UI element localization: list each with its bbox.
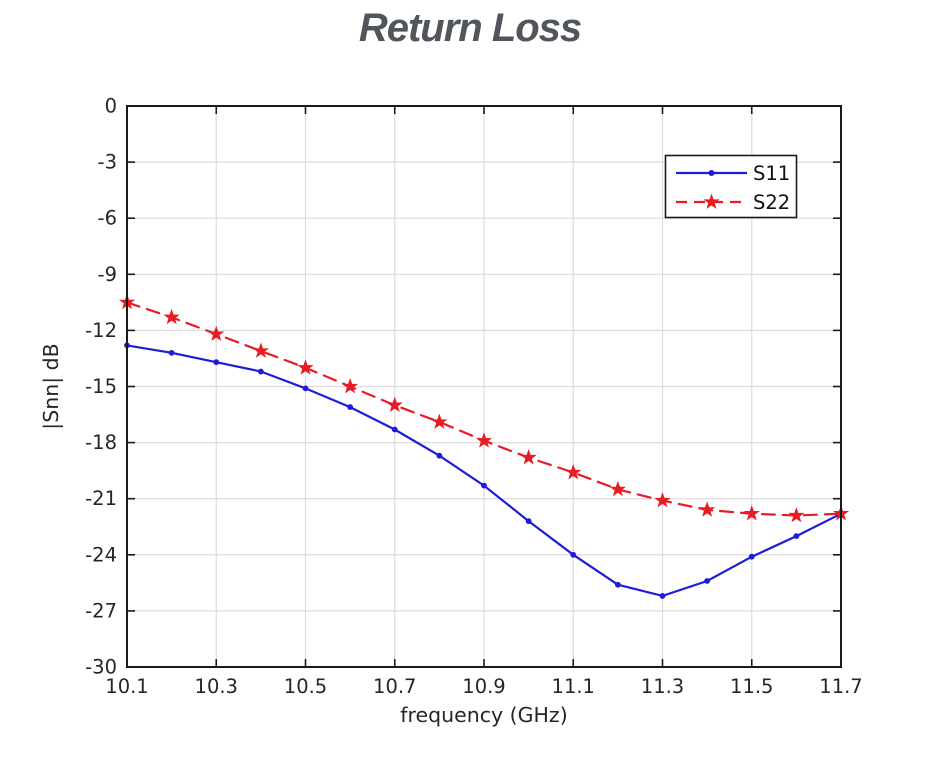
series-S22-marker xyxy=(163,308,180,325)
series-S22-marker xyxy=(520,449,537,465)
x-tick-label: 10.5 xyxy=(284,675,327,698)
series-S11-marker xyxy=(614,581,621,588)
x-tick-label: 10.9 xyxy=(462,675,505,698)
y-tick-label: -18 xyxy=(85,431,117,454)
series-S22-marker xyxy=(609,480,626,497)
series-S22-marker xyxy=(431,413,448,429)
series-S11-marker xyxy=(481,482,487,489)
series-S11-marker xyxy=(257,368,264,375)
legend-item-S22: S22 xyxy=(676,191,790,214)
series-S11-marker xyxy=(704,578,711,584)
x-axis-label: frequency (GHz) xyxy=(400,703,567,727)
x-tick-label: 11.7 xyxy=(819,675,862,698)
series-S11-marker xyxy=(213,359,220,366)
series-S22-marker xyxy=(565,464,582,480)
series-S11-marker xyxy=(570,551,577,558)
y-tick-label: -21 xyxy=(85,487,117,510)
series-S11-marker xyxy=(347,404,354,410)
x-tick-label: 11.5 xyxy=(730,675,773,698)
legend-star-marker-icon xyxy=(703,193,720,209)
x-tick-label: 10.1 xyxy=(105,675,148,698)
series-S11-marker xyxy=(302,385,309,392)
legend-item-S11: S11 xyxy=(676,162,790,185)
series-S11-marker xyxy=(436,452,443,459)
series-S11-marker xyxy=(748,553,755,560)
legend-dot-marker-icon xyxy=(708,170,715,176)
x-tick-label: 10.7 xyxy=(373,675,416,698)
y-tick-label: -30 xyxy=(85,656,117,679)
series-S22-marker xyxy=(699,501,716,517)
chart-title: Return Loss xyxy=(358,6,582,50)
y-tick-label: 0 xyxy=(105,95,117,118)
series-S11-marker xyxy=(168,349,175,356)
legend-box xyxy=(664,154,798,219)
series-S22-marker xyxy=(297,359,314,375)
series-S22-marker xyxy=(788,507,805,523)
legend-label: S11 xyxy=(753,162,790,185)
series-S11-marker xyxy=(391,426,398,433)
y-tick-label: -15 xyxy=(85,375,117,398)
y-tick-label: -6 xyxy=(98,207,117,230)
series-S22-marker xyxy=(252,342,269,358)
series-S22-marker xyxy=(208,325,225,342)
x-tick-label: 11.3 xyxy=(641,675,684,698)
series-S22-marker xyxy=(475,432,493,448)
y-tick-label: -9 xyxy=(98,263,117,286)
legend-label: S22 xyxy=(753,191,790,214)
series-S22-marker xyxy=(743,505,760,521)
series-S22-marker xyxy=(386,396,403,413)
y-tick-label: -24 xyxy=(85,543,117,566)
y-tick-label: -3 xyxy=(98,151,117,174)
y-axis-label: |Snn| dB xyxy=(39,343,64,429)
series-S11-marker xyxy=(659,593,666,599)
x-tick-label: 10.3 xyxy=(195,675,238,698)
y-tick-label: -12 xyxy=(85,319,117,342)
series-S22-marker xyxy=(342,377,359,394)
series-S11-marker xyxy=(793,533,800,539)
series-S22-marker xyxy=(654,492,671,508)
series-S11-marker xyxy=(525,518,532,525)
x-tick-label: 11.1 xyxy=(552,675,595,698)
y-tick-label: -27 xyxy=(85,599,117,622)
